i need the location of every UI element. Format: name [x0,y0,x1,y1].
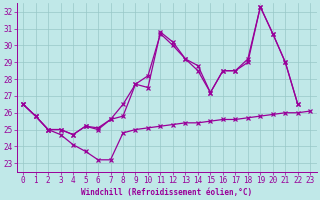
X-axis label: Windchill (Refroidissement éolien,°C): Windchill (Refroidissement éolien,°C) [81,188,252,197]
